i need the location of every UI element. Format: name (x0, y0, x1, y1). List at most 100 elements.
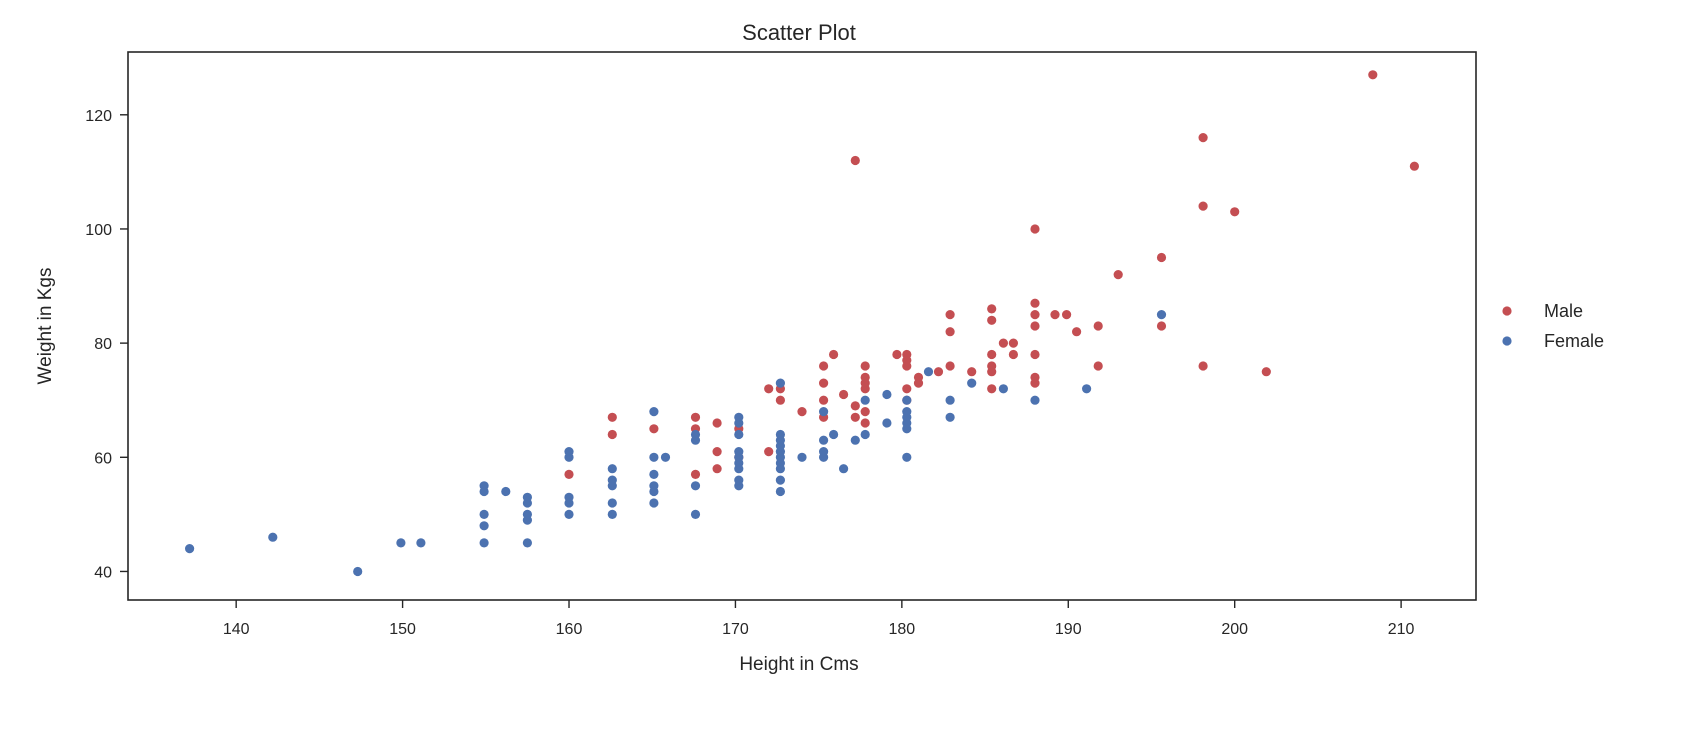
point-male-16 (797, 407, 807, 417)
point-female-59 (819, 435, 829, 445)
y-tick-label-120: 120 (85, 108, 112, 125)
point-male-66 (1113, 270, 1123, 280)
point-male-74 (1368, 70, 1378, 80)
point-male-2 (607, 412, 617, 422)
point-male-57 (1030, 321, 1040, 331)
x-tick-label-190: 190 (1055, 621, 1082, 638)
legend-label-female: Female (1544, 331, 1604, 351)
point-female-2 (353, 566, 363, 577)
legend: Male Female (1502, 301, 1604, 351)
point-male-53 (1008, 338, 1019, 348)
point-female-43 (734, 429, 744, 440)
point-female-63 (850, 435, 860, 445)
point-male-23 (850, 412, 860, 422)
point-female-76 (945, 395, 955, 405)
y-tick-label-40: 40 (94, 564, 112, 581)
point-male-3 (649, 424, 659, 434)
point-female-25 (607, 464, 617, 474)
point-male-47 (987, 361, 997, 371)
point-male-34 (902, 384, 912, 394)
x-tick-label-160: 160 (556, 621, 583, 638)
point-male-25 (850, 155, 860, 166)
point-male-18 (819, 395, 829, 405)
point-male-68 (1156, 252, 1167, 263)
point-female-13 (522, 509, 533, 519)
point-female-32 (660, 452, 671, 462)
point-male-65 (1093, 321, 1103, 331)
point-male-49 (987, 315, 997, 325)
point-male-63 (1072, 327, 1082, 337)
point-male-26 (860, 418, 870, 428)
point-female-30 (649, 452, 659, 462)
point-female-29 (649, 469, 659, 479)
point-female-18 (564, 492, 574, 502)
point-female-78 (998, 384, 1009, 394)
point-male-50 (987, 304, 997, 314)
point-male-43 (945, 310, 955, 320)
legend-label-male: Male (1544, 301, 1583, 321)
point-male-32 (892, 349, 902, 360)
point-female-75 (945, 412, 955, 422)
point-female-28 (649, 481, 659, 491)
y-axis: 40 60 80 100 120 (85, 108, 128, 581)
point-male-13 (764, 384, 774, 394)
point-female-26 (649, 498, 659, 508)
legend-marker-male (1502, 306, 1512, 316)
point-female-15 (522, 492, 533, 502)
point-male-12 (764, 447, 774, 457)
point-male-69 (1198, 361, 1208, 371)
point-male-30 (860, 372, 870, 382)
y-tick-label-80: 80 (94, 336, 112, 353)
point-female-11 (522, 538, 533, 548)
x-tick-label-140: 140 (223, 621, 250, 638)
point-female-20 (564, 447, 574, 457)
point-female-67 (882, 389, 892, 400)
point-male-19 (819, 378, 829, 388)
y-tick-label-100: 100 (85, 222, 112, 239)
x-axis: 140 150 160 170 180 190 200 210 (223, 600, 1415, 638)
point-female-46 (775, 486, 786, 497)
point-female-34 (690, 481, 701, 491)
point-female-31 (649, 407, 659, 417)
point-female-73 (902, 395, 912, 405)
x-tick-label-170: 170 (722, 621, 749, 638)
point-female-72 (902, 407, 912, 417)
point-male-59 (1030, 298, 1040, 308)
point-male-70 (1198, 201, 1208, 211)
point-female-66 (882, 418, 892, 428)
point-female-64 (860, 429, 870, 440)
point-male-58 (1030, 310, 1040, 320)
point-male-61 (1050, 310, 1060, 320)
point-male-0 (564, 469, 574, 479)
point-male-37 (902, 349, 912, 360)
x-tick-label-200: 200 (1221, 621, 1248, 638)
point-female-6 (479, 521, 489, 531)
point-male-71 (1198, 133, 1208, 143)
point-male-62 (1062, 310, 1072, 320)
point-female-62 (839, 464, 849, 474)
point-female-55 (775, 378, 786, 388)
point-female-42 (734, 447, 744, 457)
point-female-0 (185, 544, 195, 554)
point-female-38 (734, 475, 744, 485)
point-female-74 (923, 367, 934, 377)
point-male-40 (933, 367, 944, 377)
point-male-14 (775, 395, 786, 405)
point-male-9 (712, 418, 722, 428)
point-male-8 (712, 447, 722, 457)
point-male-72 (1230, 207, 1240, 217)
point-female-58 (819, 447, 829, 457)
point-male-39 (913, 372, 924, 382)
point-male-6 (690, 412, 701, 422)
point-female-81 (1156, 310, 1167, 320)
point-female-61 (829, 429, 839, 440)
point-male-73 (1261, 367, 1271, 377)
point-male-41 (945, 361, 955, 371)
point-male-22 (839, 389, 849, 400)
point-female-21 (607, 509, 617, 519)
x-axis-label: Height in Cms (739, 654, 858, 675)
point-male-27 (860, 407, 870, 417)
x-tick-label-180: 180 (889, 621, 916, 638)
